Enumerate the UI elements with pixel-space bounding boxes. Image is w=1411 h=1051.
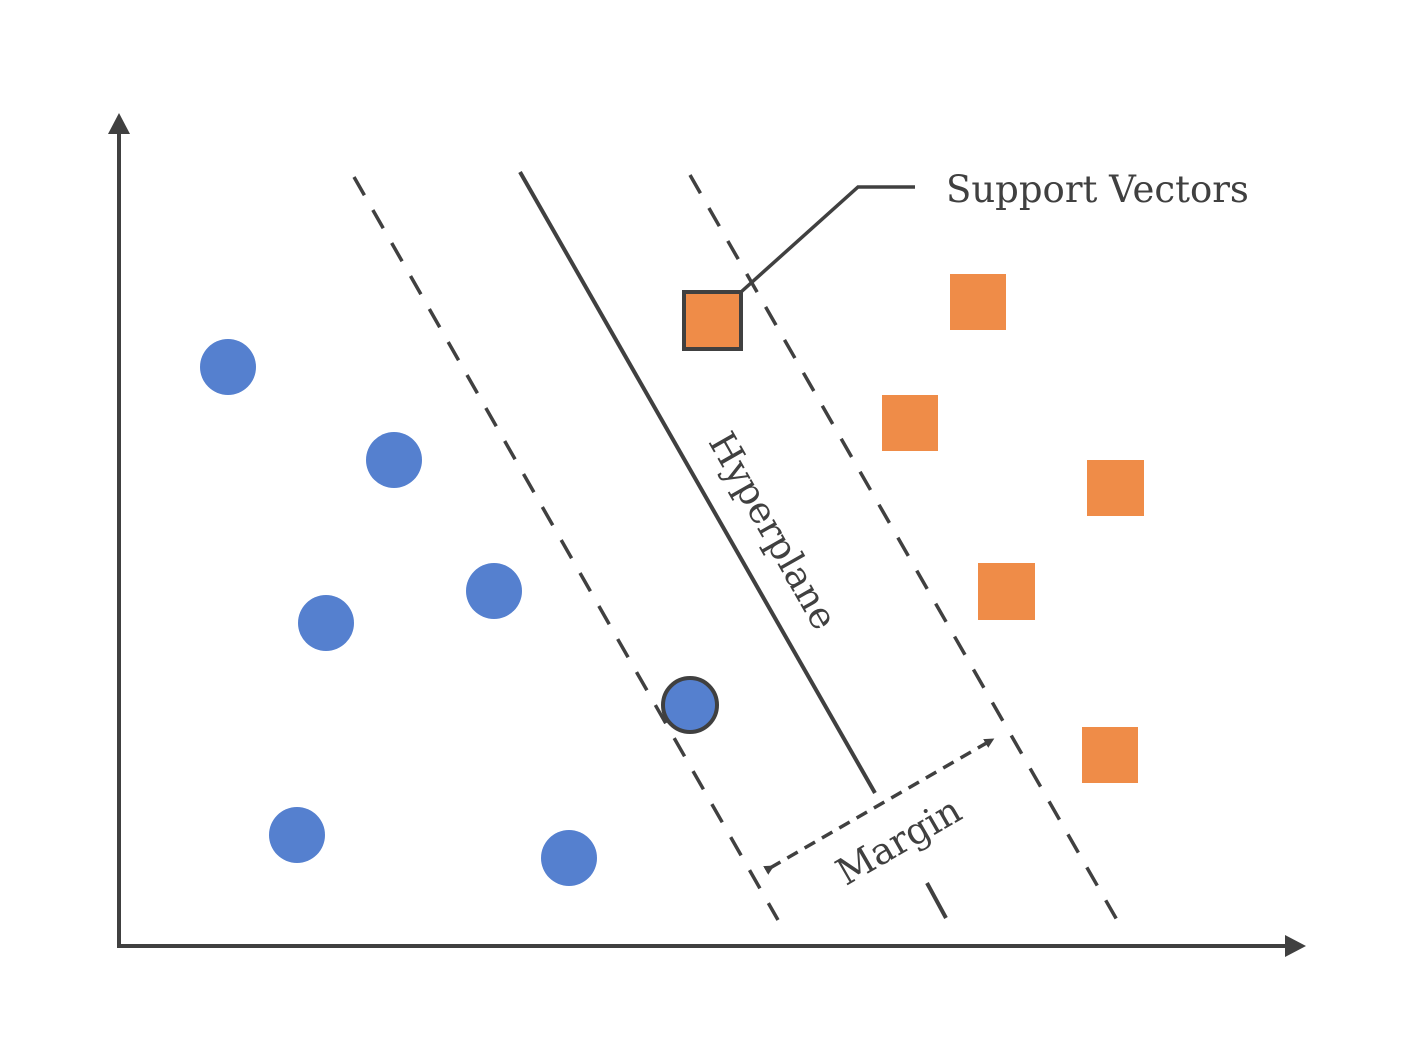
square-point [1087, 460, 1144, 516]
margin-arrow [763, 738, 995, 875]
support-vector-circle [661, 676, 719, 734]
support-vectors-leader-line [739, 185, 915, 294]
margin-label: Margin [829, 788, 969, 894]
hyperplane-label: Hyperplane [700, 425, 846, 637]
square-point [950, 274, 1006, 330]
y-axis-arrow-icon [108, 113, 130, 134]
circle-point [541, 830, 597, 886]
left-margin-boundary [352, 176, 780, 921]
right-margin-boundary [688, 174, 1119, 921]
square-point [882, 395, 938, 451]
margin-boundaries [352, 174, 1119, 921]
hyperplane-line-tail [925, 882, 948, 919]
support-vectors-label: Support Vectors [946, 168, 1249, 211]
axes [108, 113, 1306, 957]
hyperplane-line [518, 171, 877, 794]
circle-point [200, 339, 256, 395]
square-point [1082, 727, 1138, 783]
class-a-points [200, 339, 719, 886]
square-point [978, 563, 1035, 620]
circle-point [466, 563, 522, 619]
circle-point [298, 595, 354, 651]
circle-point [269, 807, 325, 863]
support-vector-square [682, 290, 743, 351]
x-axis-arrow-icon [1285, 935, 1306, 957]
circle-point [366, 432, 422, 488]
class-b-points [682, 274, 1144, 783]
